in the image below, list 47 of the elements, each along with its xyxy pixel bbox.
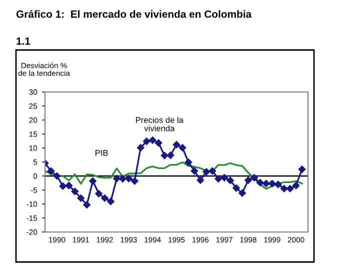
point (59, 182, 67, 190)
point (154, 139, 162, 147)
point (250, 174, 258, 182)
point (160, 152, 168, 160)
point (286, 184, 294, 192)
point (214, 175, 222, 182)
point (292, 182, 300, 190)
point (95, 190, 102, 198)
chart-title: Gráfico 1: El mercado de vivienda en Colombia (16, 10, 252, 18)
point (226, 176, 234, 184)
point (238, 189, 246, 197)
point (190, 167, 198, 175)
point (232, 184, 240, 192)
point (268, 180, 276, 188)
point (71, 188, 79, 196)
point (262, 180, 270, 188)
annotation: PIB (96, 150, 108, 156)
point (178, 144, 186, 152)
point (47, 167, 55, 175)
point (244, 176, 252, 184)
point (256, 179, 264, 186)
point (280, 184, 288, 192)
point (101, 194, 108, 202)
point (172, 141, 180, 148)
point (89, 177, 96, 185)
point (148, 136, 156, 144)
point (136, 144, 144, 152)
point (196, 176, 204, 184)
point (166, 152, 174, 159)
point (184, 158, 192, 166)
point (131, 177, 138, 185)
point (77, 194, 85, 202)
point (53, 172, 61, 180)
point (220, 174, 228, 182)
annotation: Precios de la vivienda (136, 116, 184, 132)
point (119, 175, 126, 182)
point (125, 174, 132, 182)
point (208, 167, 216, 175)
point (142, 138, 150, 145)
chart-subtitle: 1.1 (16, 38, 30, 45)
point (298, 166, 306, 173)
point (65, 182, 73, 190)
point (83, 201, 90, 208)
point (274, 180, 282, 188)
point (107, 198, 114, 206)
point (202, 168, 210, 176)
point (113, 174, 120, 182)
